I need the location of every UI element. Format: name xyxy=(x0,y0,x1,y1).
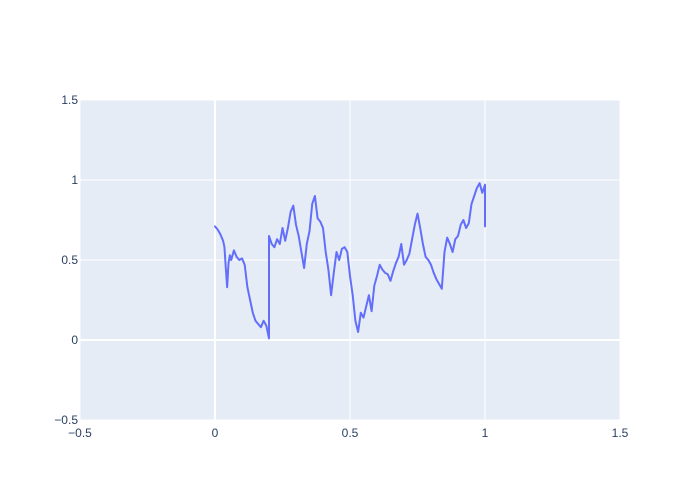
gridlines xyxy=(79,99,621,421)
x-tick-label: 0.5 xyxy=(342,426,359,440)
x-tick-label: 1 xyxy=(482,426,489,440)
y-tick-label: 0 xyxy=(71,333,78,347)
y-axis-ticks: −0.5 0 0.5 1 1.5 xyxy=(54,93,78,427)
x-tick-label: 0 xyxy=(212,426,219,440)
x-tick-label: 1.5 xyxy=(612,426,629,440)
x-tick-label: −0.5 xyxy=(68,426,92,440)
zero-lines xyxy=(80,100,620,420)
y-tick-label: −0.5 xyxy=(54,413,78,427)
y-tick-label: 1 xyxy=(71,173,78,187)
x-axis-ticks: −0.5 0 0.5 1 1.5 xyxy=(68,426,629,440)
y-tick-label: 1.5 xyxy=(61,93,78,107)
y-tick-label: 0.5 xyxy=(61,253,78,267)
series-line xyxy=(214,182,486,340)
